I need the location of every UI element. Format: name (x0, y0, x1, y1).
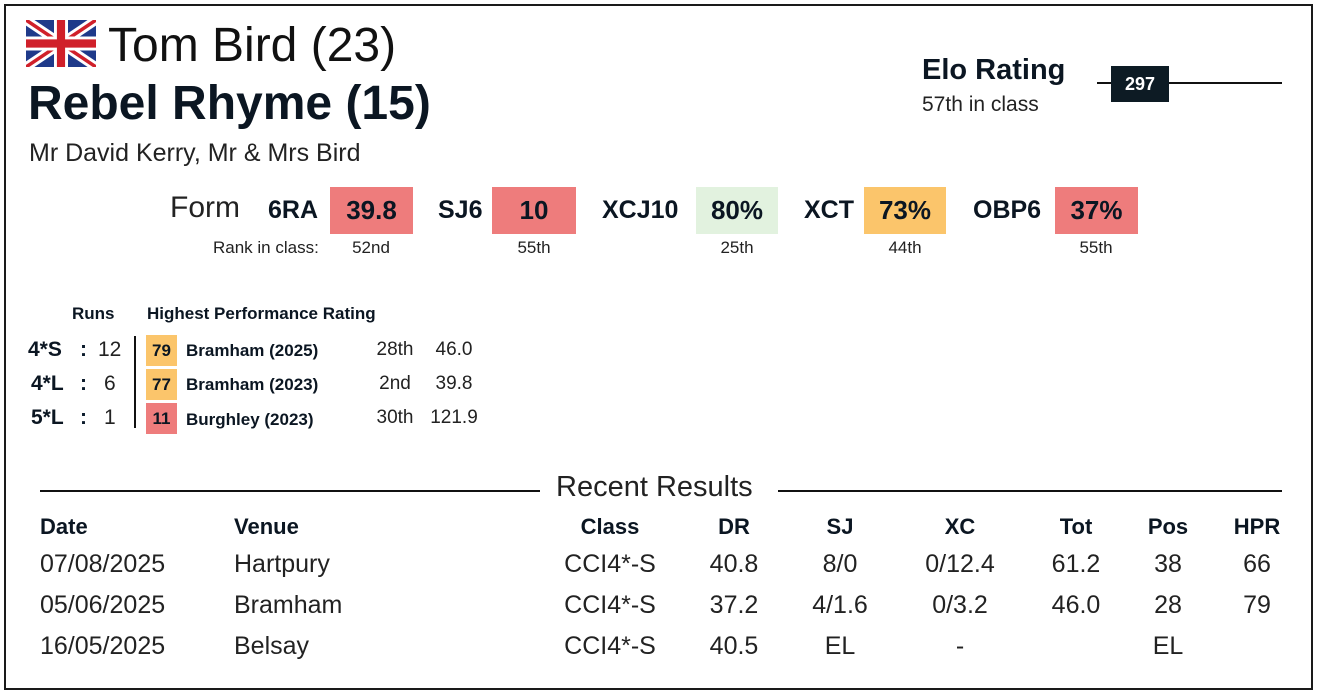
form-label: Form (170, 191, 240, 224)
rank-in-class-label: Rank in class: (213, 238, 319, 257)
result-dr: 40.8 (709, 550, 759, 578)
place-4s: 28th (376, 339, 414, 360)
level-colon: : (80, 406, 87, 429)
metric-value-xct: 73% (864, 187, 946, 234)
result-tot: 61.2 (1051, 550, 1101, 578)
place-5l: 30th (376, 407, 414, 428)
rider-name: Tom Bird (23) (108, 19, 397, 72)
place-4l: 2nd (379, 373, 411, 394)
result-class: CCI4*-S (564, 591, 656, 619)
score-4l: 39.8 (435, 373, 473, 394)
runs-header: Runs (72, 304, 115, 323)
recent-results-title: Recent Results (556, 471, 753, 503)
result-venue: Belsay (234, 632, 310, 660)
level-4l: 4*L (31, 372, 64, 395)
col-header-date: Date (40, 514, 88, 539)
uk-flag-icon (26, 20, 96, 67)
metric-value-obp6: 37% (1055, 187, 1138, 234)
hpr-header: Highest Performance Rating (147, 304, 376, 323)
result-pos: 28 (1154, 591, 1182, 619)
col-header-xc: XC (944, 514, 976, 539)
elo-rank: 57th in class (922, 93, 1039, 116)
result-pos: 38 (1154, 550, 1182, 578)
result-sj: 4/1.6 (812, 591, 868, 619)
score-4s: 46.0 (435, 339, 473, 360)
col-header-venue: Venue (234, 514, 299, 539)
result-class: CCI4*-S (564, 632, 656, 660)
metric-value-xcj10: 80% (696, 187, 778, 234)
col-header-hpr: HPR (1233, 514, 1281, 539)
level-4s: 4*S (28, 338, 62, 361)
col-header-dr: DR (718, 514, 750, 539)
col-header-class: Class (580, 514, 640, 539)
owners: Mr David Kerry, Mr & Mrs Bird (29, 139, 361, 167)
result-hpr: 79 (1243, 591, 1271, 619)
result-date: 16/05/2025 (40, 632, 166, 660)
result-date: 07/08/2025 (40, 550, 166, 578)
event-4l: Bramham (2023) (186, 375, 319, 394)
result-sj: EL (824, 632, 856, 660)
elo-value-badge: 297 (1111, 66, 1169, 102)
result-hpr: 66 (1243, 550, 1271, 578)
metric-code-6ra: 6RA (268, 196, 319, 224)
profile-card (4, 4, 1313, 690)
result-tot: 46.0 (1051, 591, 1101, 619)
elo-divider (1097, 82, 1282, 84)
result-xc: - (955, 632, 965, 660)
result-venue: Hartpury (234, 550, 330, 578)
result-pos: EL (1152, 632, 1184, 660)
result-class: CCI4*-S (564, 550, 656, 578)
metric-value-6ra: 39.8 (330, 187, 413, 234)
rank-xct: 44th (888, 238, 922, 257)
result-venue: Bramham (234, 591, 343, 619)
rank-obp6: 55th (1079, 238, 1113, 257)
hpr-4s: 79 (146, 335, 177, 366)
level-colon: : (80, 338, 87, 361)
level-colon: : (80, 372, 87, 395)
levels-divider (134, 336, 136, 428)
elo-title: Elo Rating (922, 54, 1066, 86)
hpr-5l: 11 (146, 403, 177, 434)
metric-code-xct: XCT (804, 196, 854, 224)
metric-code-obp6: OBP6 (973, 196, 1042, 224)
rank-6ra: 52nd (352, 238, 390, 257)
section-divider-right (778, 490, 1282, 492)
result-xc: 0/12.4 (925, 550, 995, 578)
col-header-sj: SJ (826, 514, 854, 539)
runs-4l: 6 (104, 372, 116, 395)
level-5l: 5*L (31, 406, 64, 429)
metric-code-sj6: SJ6 (438, 196, 483, 224)
event-5l: Burghley (2023) (186, 410, 314, 429)
result-sj: 8/0 (822, 550, 858, 578)
section-divider-left (40, 490, 540, 492)
col-header-tot: Tot (1059, 514, 1093, 539)
result-dr: 40.5 (709, 632, 759, 660)
hpr-4l: 77 (146, 369, 177, 400)
metric-code-xcj10: XCJ10 (602, 196, 679, 224)
col-header-pos: Pos (1147, 514, 1189, 539)
score-5l: 121.9 (430, 407, 478, 428)
runs-4s: 12 (98, 338, 122, 361)
rank-sj6: 55th (517, 238, 551, 257)
metric-value-sj6: 10 (492, 187, 576, 234)
result-xc: 0/3.2 (932, 591, 988, 619)
rank-xcj10: 25th (720, 238, 754, 257)
result-date: 05/06/2025 (40, 591, 166, 619)
event-4s: Bramham (2025) (186, 341, 319, 360)
horse-name: Rebel Rhyme (15) (28, 77, 431, 130)
runs-5l: 1 (104, 406, 116, 429)
result-dr: 37.2 (709, 591, 759, 619)
